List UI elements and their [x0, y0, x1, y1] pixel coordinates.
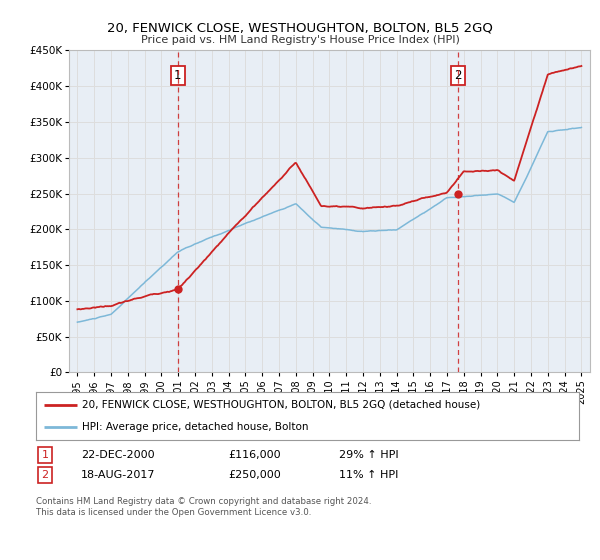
Text: 2: 2 — [41, 470, 49, 480]
Text: 20, FENWICK CLOSE, WESTHOUGHTON, BOLTON, BL5 2GQ (detached house): 20, FENWICK CLOSE, WESTHOUGHTON, BOLTON,… — [82, 400, 481, 410]
Text: 2: 2 — [454, 69, 461, 82]
Text: 20, FENWICK CLOSE, WESTHOUGHTON, BOLTON, BL5 2GQ: 20, FENWICK CLOSE, WESTHOUGHTON, BOLTON,… — [107, 21, 493, 34]
Text: 22-DEC-2000: 22-DEC-2000 — [81, 450, 155, 460]
Text: 18-AUG-2017: 18-AUG-2017 — [81, 470, 155, 480]
Text: 1: 1 — [174, 69, 181, 82]
Text: 11% ↑ HPI: 11% ↑ HPI — [339, 470, 398, 480]
Text: 1: 1 — [41, 450, 49, 460]
Text: £250,000: £250,000 — [228, 470, 281, 480]
Text: Price paid vs. HM Land Registry's House Price Index (HPI): Price paid vs. HM Land Registry's House … — [140, 35, 460, 45]
Text: HPI: Average price, detached house, Bolton: HPI: Average price, detached house, Bolt… — [82, 422, 308, 432]
Text: Contains HM Land Registry data © Crown copyright and database right 2024.: Contains HM Land Registry data © Crown c… — [36, 497, 371, 506]
Text: £116,000: £116,000 — [228, 450, 281, 460]
Text: 29% ↑ HPI: 29% ↑ HPI — [339, 450, 398, 460]
Text: This data is licensed under the Open Government Licence v3.0.: This data is licensed under the Open Gov… — [36, 508, 311, 517]
